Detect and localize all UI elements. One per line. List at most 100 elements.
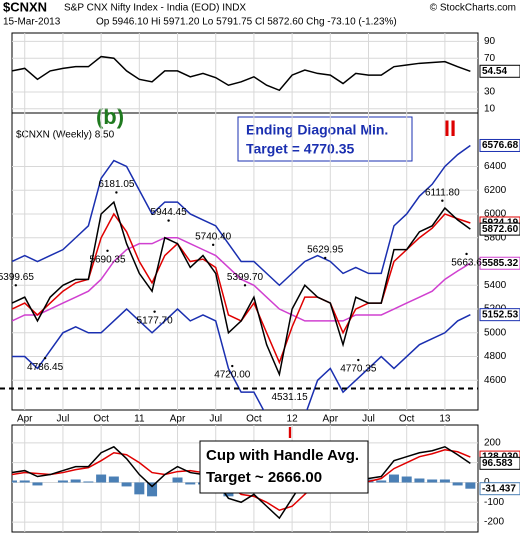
y-tick-label: 5000 xyxy=(484,327,507,338)
annotation: Ending Diagonal Min. xyxy=(246,122,388,138)
bar xyxy=(83,481,94,483)
y-tick-label: -200 xyxy=(484,517,504,528)
x-tick-label: 13 xyxy=(439,414,451,425)
bar xyxy=(19,480,30,483)
end-label-box xyxy=(479,64,520,78)
wave-label: II xyxy=(444,116,456,141)
end-label-box xyxy=(479,222,520,236)
point xyxy=(288,387,291,390)
y-tick-label: 30 xyxy=(484,87,496,98)
point xyxy=(153,310,156,313)
x-tick-label: Apr xyxy=(170,414,186,425)
point-label: 5740.40 xyxy=(195,231,232,242)
line xyxy=(12,449,471,512)
x-tick-label: 11 xyxy=(134,414,145,425)
x-tick-label: Oct xyxy=(93,414,109,425)
y-tick-label: 5800 xyxy=(484,232,507,243)
bar xyxy=(427,479,438,483)
bar xyxy=(108,476,119,483)
bar xyxy=(147,482,158,497)
bar xyxy=(376,480,387,483)
bar xyxy=(401,476,412,483)
plots: 90 70 30 10 54.54 Apr Jul Oct 11 Apr Jul Oct 12 Apr Ju… xyxy=(0,33,520,532)
x-tick-label: Jul xyxy=(209,414,222,425)
legend-label: $CNXN (Weekly) 8.50 xyxy=(16,130,115,141)
end-label-box xyxy=(479,138,520,152)
plot-area xyxy=(12,33,478,113)
point-label: 5629.95 xyxy=(307,245,344,256)
y-tick-label: 10 xyxy=(484,103,496,114)
plot-area xyxy=(12,113,478,410)
y-tick-label: 6400 xyxy=(484,161,507,172)
point-label: 5944.45 xyxy=(151,207,188,218)
line xyxy=(12,200,471,377)
annotation: Target = 4770.35 xyxy=(246,141,355,157)
y-tick-label: 4600 xyxy=(484,375,507,386)
point xyxy=(106,249,109,252)
y-tick-label: -100 xyxy=(484,497,504,508)
bar xyxy=(452,482,463,486)
wave-label: I xyxy=(288,425,292,442)
credit: © StockCharts.com xyxy=(430,3,516,14)
line xyxy=(12,55,471,92)
date: 15-Mar-2013 xyxy=(3,17,61,28)
point xyxy=(357,358,360,362)
y-tick-label: 90 xyxy=(484,36,496,47)
x-tick-label: Jul xyxy=(362,414,375,425)
frame xyxy=(11,424,479,533)
point-label: 4531.15 xyxy=(271,392,308,403)
line xyxy=(12,212,471,365)
point xyxy=(115,191,118,194)
line xyxy=(12,144,471,287)
bar xyxy=(388,474,399,483)
line xyxy=(12,307,471,410)
annotation-box xyxy=(237,116,413,162)
line xyxy=(12,445,471,520)
point-label: 4770.35 xyxy=(340,364,377,375)
point xyxy=(14,284,18,287)
y-tick-label: 6200 xyxy=(484,185,507,196)
point xyxy=(324,256,327,260)
point-label: 5177.70 xyxy=(137,315,174,326)
y-tick-label: 6000 xyxy=(484,209,507,220)
point xyxy=(211,243,215,247)
annotation: Target ~ 2666.00 xyxy=(206,469,322,486)
point-label: 5663.6 xyxy=(451,258,482,269)
x-tick-label: Apr xyxy=(17,414,33,425)
bar xyxy=(70,479,81,483)
line xyxy=(12,236,471,322)
point-label: 6181.05 xyxy=(98,179,135,190)
bar xyxy=(465,482,476,489)
bar xyxy=(121,482,132,487)
point xyxy=(441,199,444,202)
point-label: 5399.65 xyxy=(0,272,34,283)
point-label: 4720.00 xyxy=(214,370,251,381)
bar xyxy=(12,480,17,483)
y-tick-label: 4800 xyxy=(484,351,507,362)
x-tick-label: Oct xyxy=(399,414,415,425)
end-label-box xyxy=(479,308,520,322)
end-label-box xyxy=(479,456,520,470)
point xyxy=(465,252,468,256)
point-label: 6111.80 xyxy=(425,187,460,198)
end-label: 6576.68 xyxy=(482,140,519,151)
point-label: 5690.35 xyxy=(89,254,126,265)
subtitle: S&P CNX Nifty Index - India (EOD) INDX xyxy=(64,3,246,14)
x-tick-label: 12 xyxy=(287,414,299,425)
quote: Op 5946.10 Hi 5971.20 Lo 5791.75 Cl 5872… xyxy=(96,17,397,28)
frame xyxy=(11,32,479,114)
point xyxy=(231,364,234,368)
bar xyxy=(32,482,43,486)
point xyxy=(167,219,170,222)
bar xyxy=(414,478,425,483)
x-tick-label: Apr xyxy=(323,414,339,425)
annotation-box xyxy=(199,440,369,494)
end-label-box xyxy=(479,482,520,496)
end-label: 5872.60 xyxy=(482,224,519,235)
end-label-box xyxy=(479,256,520,270)
x-tick-label: Oct xyxy=(246,414,262,425)
end-label: 96.583 xyxy=(482,458,513,469)
bar xyxy=(57,480,68,483)
point xyxy=(43,356,47,360)
